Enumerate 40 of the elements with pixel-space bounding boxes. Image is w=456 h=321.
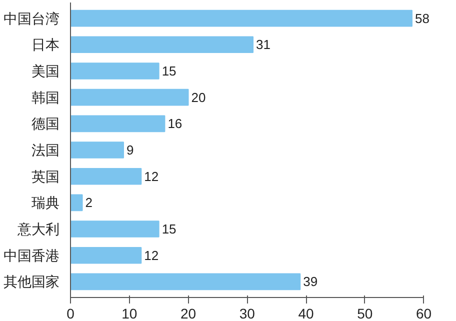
data-label: 31 [256,37,270,52]
bar [70,62,160,80]
x-tick-label: 20 [180,306,196,321]
bar [70,142,124,158]
y-tick-label: 瑞典 [32,194,60,211]
y-tick-label: 韩国 [32,89,60,106]
y-tick-label: 中国台湾 [4,10,60,26]
y-tick-label: 美国 [32,62,60,79]
y-tick-label: 中国香港 [4,247,60,264]
data-label: 39 [303,274,318,290]
bar [70,220,160,238]
data-label: 58 [414,10,430,26]
bar [70,36,254,54]
x-tick-label: 10 [122,306,138,321]
bar [70,246,142,264]
data-label: 9 [126,142,134,158]
x-tick-label: 50 [357,306,373,321]
data-label: 20 [191,90,206,105]
y-tick-label: 其他国家 [4,274,60,290]
bar [70,10,412,27]
y-tick-label: 意大利 [16,221,60,238]
y-tick-label: 德国 [32,116,60,132]
bar [70,273,301,290]
y-tick-label: 日本 [32,36,60,53]
x-tick-label: 40 [298,306,314,321]
x-tick-label: 0 [66,306,75,321]
bar [70,115,166,132]
data-label: 16 [168,116,182,132]
data-label: 12 [144,168,159,184]
data-label: 2 [85,195,93,210]
y-tick-label: 法国 [32,142,60,158]
data-label: 12 [144,248,159,263]
data-label: 15 [162,63,176,78]
data-label: 15 [162,222,176,237]
x-tick-label: 30 [239,306,256,321]
y-tick-label: 英国 [32,168,60,184]
x-tick-label: 60 [416,306,432,321]
bar [70,168,142,185]
bar [70,194,83,212]
bar [70,88,189,106]
